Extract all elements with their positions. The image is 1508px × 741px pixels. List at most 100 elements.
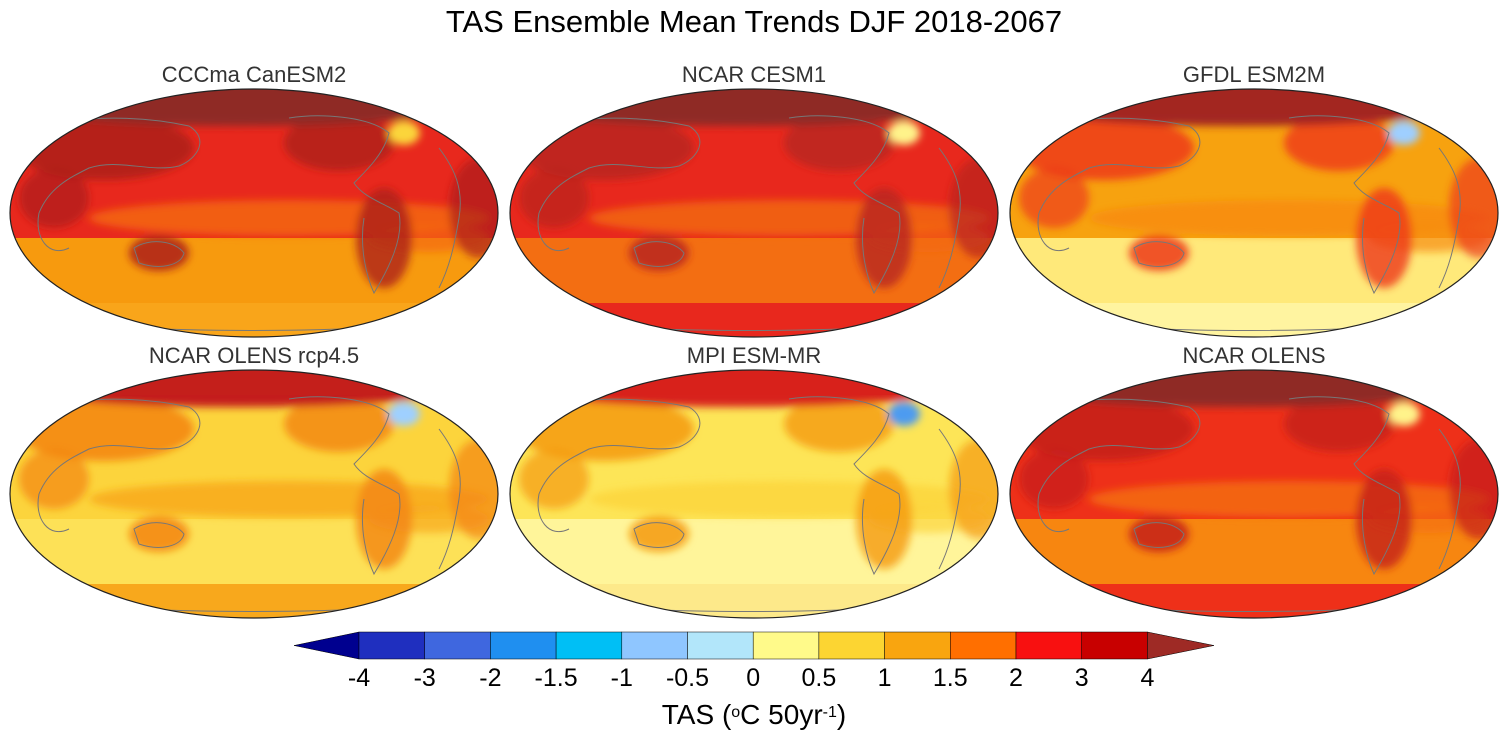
land-north-america bbox=[284, 396, 394, 452]
cold-spot bbox=[1388, 121, 1420, 145]
coast-australia bbox=[1133, 241, 1185, 267]
coast-australia bbox=[633, 522, 685, 548]
coast-eurasia-africa bbox=[528, 117, 701, 251]
land-south-america bbox=[1356, 469, 1412, 569]
colorbar-swatch bbox=[424, 631, 491, 660]
coast-eurasia-africa bbox=[1028, 398, 1201, 532]
panel-title-gfdl: GFDL ESM2M bbox=[1182, 62, 1326, 87]
land-australia bbox=[629, 235, 689, 271]
land-south-america bbox=[356, 188, 412, 288]
colorbar-low-extend bbox=[293, 631, 360, 660]
land-north-america bbox=[784, 115, 894, 171]
land-north-america bbox=[784, 396, 894, 452]
colorbar-tick-label: 1.5 bbox=[932, 664, 968, 692]
coast-eurasia-africa bbox=[28, 117, 201, 251]
figure-title: TAS Ensemble Mean Trends DJF 2018-2067 bbox=[445, 4, 1063, 39]
coast-americas bbox=[788, 396, 901, 576]
colorbar-tick-label: -2 bbox=[479, 664, 502, 692]
colorbar-tick-label: 0.5 bbox=[801, 664, 837, 692]
coast-americas bbox=[288, 396, 401, 576]
panel-title-canesm2: CCCma CanESM2 bbox=[161, 62, 347, 87]
coast-americas bbox=[1288, 396, 1401, 576]
land-australia bbox=[129, 516, 189, 552]
land-south-america bbox=[356, 469, 412, 569]
colorbar-swatch bbox=[490, 631, 557, 660]
colorbar-swatch bbox=[555, 631, 623, 660]
coast-americas bbox=[1288, 115, 1401, 295]
colorbar-tick-label: -4 bbox=[347, 664, 371, 692]
coast-australia bbox=[133, 241, 185, 267]
panel-title-mpi: MPI ESM-MR bbox=[686, 343, 822, 368]
land-north-america bbox=[284, 115, 394, 171]
land-africa bbox=[1019, 168, 1089, 228]
colorbar-tick-label: -1 bbox=[610, 664, 633, 692]
cold-spot bbox=[1388, 402, 1420, 426]
map-outline bbox=[1009, 369, 1499, 619]
coast-australia bbox=[133, 522, 185, 548]
colorbar-tick-label: 0 bbox=[746, 664, 761, 692]
cold-spot bbox=[388, 402, 420, 426]
map-outline bbox=[9, 369, 499, 619]
map-panel-cesm1 bbox=[509, 88, 999, 338]
panel-title-olens: NCAR OLENS bbox=[1182, 343, 1326, 368]
map-outline bbox=[509, 369, 999, 619]
colorbar-swatch bbox=[1081, 631, 1148, 660]
colorbar-swatch bbox=[752, 631, 820, 660]
cold-spot bbox=[888, 121, 920, 145]
coast-australia bbox=[1133, 522, 1185, 548]
coastlines bbox=[528, 396, 961, 612]
map-outline bbox=[1009, 88, 1499, 338]
coast-europe-africa bbox=[938, 428, 961, 570]
map-panel-canesm2 bbox=[9, 88, 499, 338]
colorbar-swatch bbox=[818, 631, 885, 660]
colorbar-tick-label: -0.5 bbox=[665, 664, 710, 692]
colorbar-tick-label: 1 bbox=[877, 664, 892, 692]
land-africa bbox=[19, 168, 89, 228]
panel-title-olens-rcp45: NCAR OLENS rcp4.5 bbox=[148, 343, 360, 368]
coast-americas bbox=[288, 115, 401, 295]
coast-europe-africa bbox=[938, 147, 961, 289]
map-panel-mpi bbox=[509, 369, 999, 619]
land-australia bbox=[1129, 516, 1189, 552]
colorbar-swatch bbox=[884, 631, 951, 660]
colorbar-swatch bbox=[687, 631, 754, 660]
colorbar-high-extend bbox=[1147, 631, 1215, 660]
map-panel-olens-rcp45 bbox=[9, 369, 499, 619]
colorbar-swatch bbox=[1015, 631, 1082, 660]
land-africa bbox=[519, 449, 589, 509]
coast-americas bbox=[788, 115, 901, 295]
land-africa bbox=[519, 168, 589, 228]
colorbar-tick-label: -1.5 bbox=[534, 664, 578, 692]
land-australia bbox=[1129, 235, 1189, 271]
land-australia bbox=[629, 516, 689, 552]
land-africa bbox=[19, 449, 89, 509]
land-north-america bbox=[1284, 115, 1394, 171]
colorbar-tick-label: 2 bbox=[1009, 664, 1023, 692]
coast-eurasia-africa bbox=[1028, 117, 1201, 251]
coast-europe-africa bbox=[1438, 147, 1461, 289]
colorbar-tick-label: 4 bbox=[1140, 664, 1155, 692]
coast-eurasia-africa bbox=[528, 398, 701, 532]
colorbar-swatch bbox=[950, 631, 1017, 660]
coast-eurasia-africa bbox=[28, 398, 201, 532]
land-australia bbox=[129, 235, 189, 271]
cold-spot bbox=[388, 121, 420, 145]
field-blobs bbox=[14, 94, 498, 288]
coast-europe-africa bbox=[1438, 428, 1461, 570]
cold-spot bbox=[888, 402, 920, 426]
map-panel-olens bbox=[1009, 369, 1499, 619]
coast-australia bbox=[633, 241, 685, 267]
land-south-america bbox=[856, 188, 912, 288]
colorbar-tick-label: 3 bbox=[1074, 664, 1089, 692]
land-north-america bbox=[1284, 396, 1394, 452]
colorbar-title: TAS (oC 50yr-1) bbox=[661, 699, 847, 730]
panel-title-cesm1: NCAR CESM1 bbox=[681, 62, 827, 87]
coast-europe-africa bbox=[438, 428, 461, 570]
field-blobs bbox=[1014, 375, 1498, 569]
land-south-america bbox=[1356, 188, 1412, 288]
land-africa bbox=[1019, 449, 1089, 509]
land-south-america bbox=[856, 469, 912, 569]
coast-europe-africa bbox=[438, 147, 461, 289]
colorbar-tick-label: -3 bbox=[413, 664, 436, 692]
